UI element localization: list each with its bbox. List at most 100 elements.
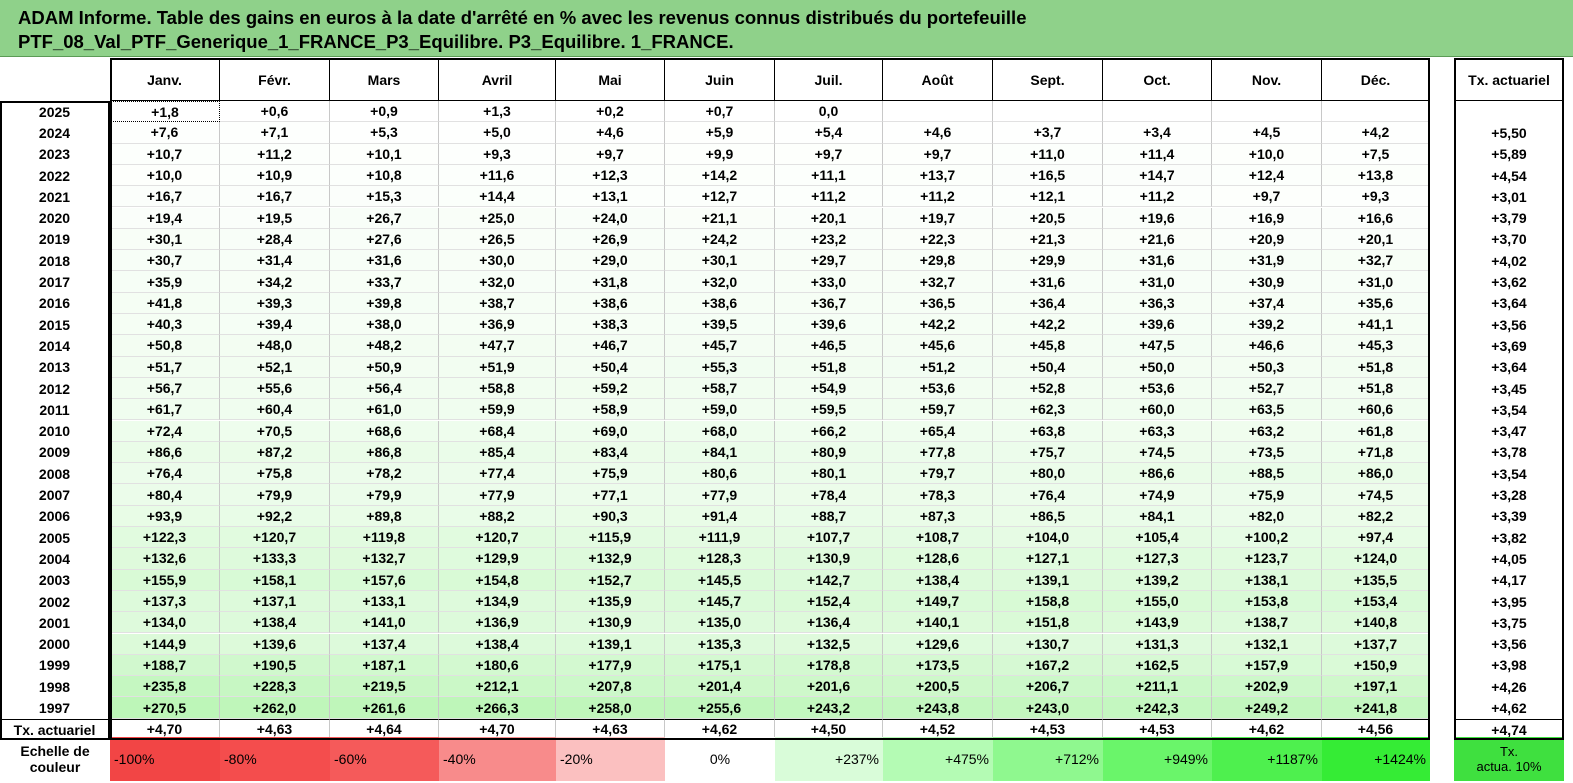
table-cell: +51,9: [439, 356, 556, 378]
row-tx-actuariel: +4,26: [1491, 678, 1527, 695]
table-cell: +207,8: [556, 676, 665, 698]
title-line-2: PTF_08_Val_PTF_Generique_1_FRANCE_P3_Equ…: [18, 31, 734, 52]
table-cell: +31,6: [330, 250, 439, 272]
table-cell: +28,4: [220, 228, 330, 251]
table-cell: +74,9: [1103, 484, 1212, 506]
row-tx-actuariel: +4,02: [1491, 252, 1527, 269]
table-cell: +270,5: [110, 697, 220, 719]
row-year: 2018: [0, 250, 110, 272]
table-cell: +76,4: [110, 463, 220, 485]
table-cell: +48,2: [330, 335, 439, 357]
table-cell: +13,7: [883, 164, 993, 187]
table-cell: +243,2: [775, 697, 883, 719]
table-cell: [993, 101, 1103, 123]
table-cell: +14,7: [1103, 164, 1212, 187]
table-cell: +16,6: [1322, 207, 1430, 229]
table-cell: +68,6: [330, 420, 439, 442]
table-cell: +32,0: [665, 271, 775, 293]
table-cell: +249,2: [1212, 697, 1322, 719]
row-tx-actuariel: +5,50: [1491, 124, 1527, 141]
table-cell: +12,3: [556, 164, 665, 187]
table-cell: +21,3: [993, 228, 1103, 251]
row-tx-actuariel: +3,70: [1491, 231, 1527, 248]
table-cell: [1322, 101, 1430, 123]
row-year: 2015: [0, 314, 110, 336]
table-cell: +37,4: [1212, 292, 1322, 314]
table-cell: +63,3: [1103, 420, 1212, 442]
table-cell: +60,6: [1322, 399, 1430, 421]
table-cell: +93,9: [110, 505, 220, 527]
table-cell: +137,1: [220, 590, 330, 613]
table-cell: +86,6: [110, 441, 220, 464]
table-cell: +45,6: [883, 335, 993, 357]
column-header-2: Mars: [330, 58, 439, 101]
table-cell: +84,1: [1103, 505, 1212, 527]
table-cell: +261,6: [330, 697, 439, 719]
table-cell: +54,9: [775, 377, 883, 400]
table-cell: +1,8: [110, 101, 220, 123]
table-cell: +58,8: [439, 377, 556, 400]
table-cell: +135,3: [665, 633, 775, 655]
table-cell: +10,0: [1212, 143, 1322, 165]
scale-label: Echelle de couleur: [0, 737, 110, 781]
table-cell: +23,2: [775, 228, 883, 251]
row-year: 2014: [0, 335, 110, 357]
table-cell: +68,4: [439, 420, 556, 442]
table-cell: +16,9: [1212, 207, 1322, 229]
table-cell: +59,7: [883, 399, 993, 421]
table-cell: +9,7: [883, 143, 993, 165]
table-cell: +120,7: [439, 527, 556, 549]
table-cell: +53,6: [1103, 377, 1212, 400]
table-cell: +235,8: [110, 676, 220, 698]
row-tx-actuariel: +3,69: [1491, 337, 1527, 354]
table-cell: +40,3: [110, 314, 220, 336]
table-cell: +61,0: [330, 399, 439, 421]
row-tx-actuariel: +4,05: [1491, 550, 1527, 567]
table-cell: +127,1: [993, 548, 1103, 570]
row-year: 2010: [0, 420, 110, 442]
table-cell: +19,5: [220, 207, 330, 229]
table-cell: +158,8: [993, 590, 1103, 613]
table-cell: +139,1: [556, 633, 665, 655]
column-header-10: Nov.: [1212, 58, 1322, 101]
table-cell: +90,3: [556, 505, 665, 527]
row-tx-actuariel: +3,64: [1491, 295, 1527, 312]
table-cell: +24,2: [665, 228, 775, 251]
table-cell: +11,6: [439, 164, 556, 187]
table-cell: +119,8: [330, 527, 439, 549]
table-cell: +35,6: [1322, 292, 1430, 314]
row-year: 2022: [0, 164, 110, 187]
table-cell: +262,0: [220, 697, 330, 719]
table-cell: +130,9: [556, 612, 665, 634]
table-cell: +4,6: [556, 122, 665, 144]
table-cell: +41,8: [110, 292, 220, 314]
table-cell: +77,8: [883, 441, 993, 464]
table-cell: +135,5: [1322, 569, 1430, 591]
table-cell: +60,0: [1103, 399, 1212, 421]
row-year: 2021: [0, 186, 110, 208]
table-cell: +228,3: [220, 676, 330, 698]
table-cell: +55,3: [665, 356, 775, 378]
table-cell: +51,8: [1322, 377, 1430, 400]
row-tx-actuariel: +4,62: [1491, 700, 1527, 717]
table-cell: +155,9: [110, 569, 220, 591]
color-scale-step: 0%: [665, 737, 775, 781]
table-cell: +73,5: [1212, 441, 1322, 464]
color-scale-step: -80%: [220, 737, 330, 781]
table-cell: +31,0: [1322, 271, 1430, 293]
table-cell: +74,5: [1322, 484, 1430, 506]
table-cell: +59,9: [439, 399, 556, 421]
table-cell: +31,6: [993, 271, 1103, 293]
table-cell: +80,4: [110, 484, 220, 506]
table-cell: +50,9: [330, 356, 439, 378]
table-cell: +115,9: [556, 527, 665, 549]
table-cell: +48,0: [220, 335, 330, 357]
row-year: 2011: [0, 399, 110, 421]
table-cell: +5,4: [775, 122, 883, 144]
table-cell: +84,1: [665, 441, 775, 464]
table-cell: +201,6: [775, 676, 883, 698]
table-cell: +3,4: [1103, 122, 1212, 144]
table-cell: +87,3: [883, 505, 993, 527]
column-header-11: Déc.: [1322, 58, 1430, 101]
table-cell: +85,4: [439, 441, 556, 464]
